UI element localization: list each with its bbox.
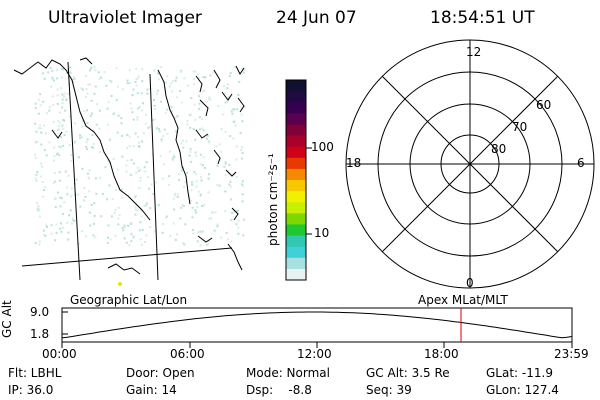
mlat-label-60: 60	[536, 98, 552, 112]
info-gain: Gain: 14	[126, 383, 177, 397]
uv-emission-speckle	[34, 66, 246, 247]
polar-panel-title: Apex MLat/MLT	[418, 293, 508, 307]
colorbar-segment	[286, 102, 306, 114]
colorbar-segment	[286, 146, 306, 159]
colorbar-tick-100: 100	[311, 140, 334, 154]
colorbar-segment	[286, 268, 306, 281]
mlt-label-18: 18	[346, 156, 362, 170]
info-ip: IP: 36.0	[8, 383, 54, 397]
timeline-xtick-0: 00:00	[42, 347, 77, 361]
colorbar-units: photon cm⁻²s⁻¹	[266, 153, 280, 246]
subsatellite-point	[118, 282, 122, 286]
mlat-label-80: 80	[491, 142, 507, 156]
colorbar-segment	[286, 124, 306, 137]
timeline-ylabel: GC Alt	[0, 300, 14, 338]
timeline-xtick-3: 18:00	[424, 347, 459, 361]
altitude-timeline	[61, 307, 573, 348]
timeline-xtick-1: 06:00	[170, 347, 205, 361]
colorbar-segment	[286, 157, 306, 170]
polar-plot	[345, 39, 595, 289]
info-mode: Mode: Normal	[246, 366, 330, 380]
info-door: Door: Open	[126, 366, 195, 380]
left-panel-title: Geographic Lat/Lon	[70, 293, 188, 307]
info-seq: Seq: 39	[366, 383, 412, 397]
color-scale-bar	[286, 80, 306, 281]
colorbar-segment	[286, 180, 306, 192]
colorbar-segment	[286, 246, 306, 259]
info-filter: Flt: LBHL	[8, 366, 62, 380]
colorbar-segment	[286, 213, 306, 225]
timeline-ytick-top: 9.0	[30, 305, 50, 319]
colorbar-segment	[286, 168, 306, 181]
timeline-ytick-bottom: 1.8	[30, 327, 50, 341]
mlt-label-0: 0	[466, 276, 474, 290]
timeline-xtick-2: 12:00	[297, 347, 332, 361]
header-date: 24 Jun 07	[276, 8, 357, 28]
coastlines	[13, 57, 245, 275]
mlt-label-6: 6	[577, 156, 585, 170]
colorbar-segment	[286, 224, 306, 237]
colorbar-segment	[286, 191, 306, 203]
info-dsp: Dsp: -8.8	[246, 383, 312, 397]
lat-lon-grid	[21, 61, 233, 281]
colorbar-segment	[286, 235, 306, 248]
timeline-xtick-4: 23:59	[554, 347, 589, 361]
colorbar-tick-10: 10	[314, 226, 330, 240]
instrument-title: Ultraviolet Imager	[48, 8, 202, 28]
colorbar-ticks	[306, 147, 312, 235]
info-glon: GLon: 127.4	[486, 383, 559, 397]
info-gc-alt: GC Alt: 3.5 Re	[366, 366, 450, 380]
mlat-label-70: 70	[512, 120, 528, 134]
colorbar-segment	[286, 257, 306, 270]
colorbar-segment	[286, 80, 306, 92]
colorbar-segment	[286, 113, 306, 125]
colorbar-segment	[286, 202, 306, 214]
colorbar-segment	[286, 91, 306, 103]
info-glat: GLat: -11.9	[486, 366, 553, 380]
header-time: 18:54:51 UT	[430, 8, 535, 28]
colorbar-segment	[286, 135, 306, 148]
mlt-label-12: 12	[466, 45, 482, 59]
